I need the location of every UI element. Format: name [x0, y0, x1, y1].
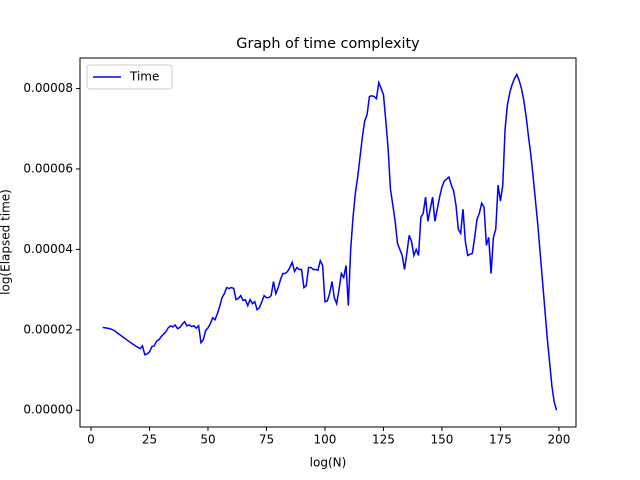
- y-tick-label: 0.00002: [23, 322, 73, 336]
- y-axis-label: log(Elapsed time): [0, 189, 13, 295]
- chart-title: Graph of time complexity: [236, 36, 420, 52]
- x-tick-label: 100: [314, 433, 337, 447]
- data-line: [102, 72, 558, 411]
- x-tick-label: 25: [142, 433, 157, 447]
- x-tick-label: 125: [372, 433, 395, 447]
- x-tick-label: 150: [430, 433, 453, 447]
- y-tick-label: 0.00008: [23, 81, 73, 95]
- legend-label: Time: [129, 70, 159, 84]
- plot-frame: [79, 57, 577, 428]
- x-tick-label: 0: [87, 433, 95, 447]
- x-axis-label: log(N): [310, 456, 347, 470]
- y-tick-label: 0.00004: [23, 242, 73, 256]
- legend-box: [86, 64, 173, 90]
- y-tick-label: 0.00000: [23, 403, 73, 417]
- x-tick-label: 175: [489, 433, 512, 447]
- x-tick-label: 50: [200, 433, 215, 447]
- x-tick-label: 200: [547, 433, 570, 447]
- x-tick-label: 75: [259, 433, 274, 447]
- y-tick-label: 0.00006: [23, 161, 73, 175]
